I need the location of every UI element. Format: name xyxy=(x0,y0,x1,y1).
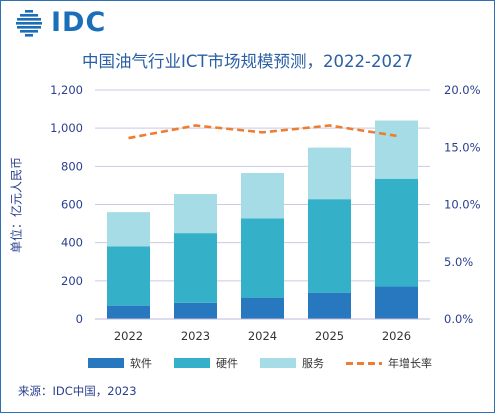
legend: 软件 硬件 服务 年增长率 xyxy=(88,355,454,371)
x-tick-label: 2023 xyxy=(181,329,210,343)
bar-service xyxy=(174,194,217,234)
source-note: 来源：IDC中国，2023 xyxy=(18,384,137,398)
y2-tick-label: 10.0% xyxy=(444,198,481,212)
bar-service xyxy=(107,212,150,247)
bar-service xyxy=(241,173,284,219)
bar-service xyxy=(308,147,351,200)
x-tick-label: 2022 xyxy=(114,329,143,343)
y-tick-label: 0 xyxy=(76,312,83,326)
idc-logo: IDC xyxy=(12,8,106,38)
legend-item-software: 软件 xyxy=(88,355,152,371)
y2-tick-label: 20.0% xyxy=(444,83,481,97)
logo-text: IDC xyxy=(51,7,107,38)
legend-swatch-service xyxy=(260,358,296,368)
bar-hardware xyxy=(174,233,217,303)
bar-software xyxy=(241,297,284,319)
bar-software xyxy=(375,286,418,319)
y-tick-label: 800 xyxy=(61,159,83,173)
legend-label-service: 服务 xyxy=(302,357,324,370)
legend-swatch-software xyxy=(88,358,124,368)
x-tick-label: 2025 xyxy=(315,329,344,343)
legend-label-growth: 年增长率 xyxy=(388,357,432,370)
bar-hardware xyxy=(308,199,351,293)
legend-item-hardware: 硬件 xyxy=(174,355,238,371)
y-tick-label: 200 xyxy=(61,274,83,288)
bar-software xyxy=(174,302,217,319)
bar-software xyxy=(308,292,351,319)
bar-hardware xyxy=(107,246,150,306)
y-tick-label: 400 xyxy=(61,236,83,250)
idc-globe-icon xyxy=(16,10,42,37)
growth-rate-line xyxy=(128,124,397,140)
x-tick-label: 2026 xyxy=(382,329,411,343)
y2-tick-label: 0.0% xyxy=(444,312,473,326)
legend-item-service: 服务 xyxy=(260,355,324,371)
bar-hardware xyxy=(375,178,418,287)
y2-tick-label: 15.0% xyxy=(444,140,481,154)
legend-item-growth: 年增长率 xyxy=(346,355,432,371)
chart-title: 中国油气行业ICT市场规模预测，2022-2027 xyxy=(82,52,413,71)
legend-label-hardware: 硬件 xyxy=(216,357,238,370)
legend-swatch-growth xyxy=(346,361,382,365)
y-tick-label: 600 xyxy=(61,198,83,212)
bar-hardware xyxy=(241,218,284,298)
x-tick-label: 2024 xyxy=(248,329,277,343)
legend-swatch-hardware xyxy=(174,358,210,368)
y-tick-label: 1,200 xyxy=(50,83,83,97)
legend-label-software: 软件 xyxy=(130,357,152,370)
bar-service xyxy=(375,120,418,179)
y2-tick-label: 5.0% xyxy=(444,255,473,269)
bar-software xyxy=(107,305,150,319)
y-tick-label: 1,000 xyxy=(50,121,83,135)
